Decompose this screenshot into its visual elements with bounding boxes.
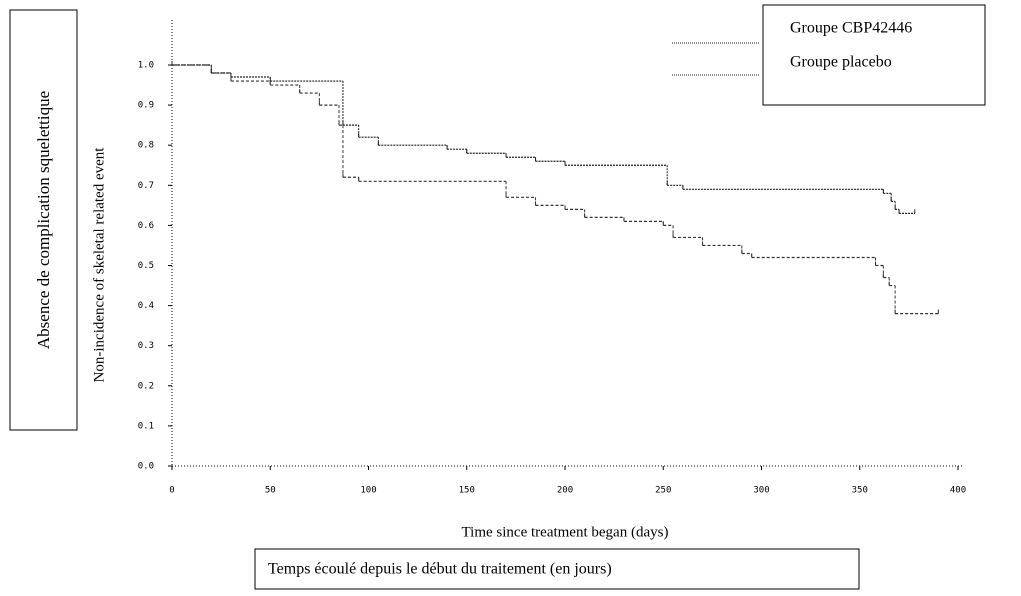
x-tick-label: 200 [557, 486, 573, 496]
y-tick-label: 0.5 [138, 261, 154, 271]
annotation: Absence de complication squelettique [34, 91, 53, 349]
x-tick-label: 0 [169, 486, 174, 496]
x-tick-label: 350 [852, 486, 868, 496]
y-tick-label: 0.8 [138, 141, 154, 151]
legend-box [762, 4, 986, 106]
x-tick-label: 150 [459, 486, 475, 496]
x-tick-label: 50 [265, 486, 276, 496]
y-tick-label: 0.9 [138, 101, 154, 111]
y-tick-label: 0.3 [138, 341, 154, 351]
y-tick-label: 0.6 [138, 221, 154, 231]
y-tick-label: 0.2 [138, 381, 154, 391]
y-tick-label: 0.1 [138, 421, 154, 431]
x-tick-label: 400 [950, 486, 966, 496]
y-axis-label: Non-incidence of skeletal related event [91, 147, 107, 383]
x-tick-label: 300 [753, 486, 769, 496]
y-tick-label: 0.7 [138, 181, 154, 191]
x-tick-label: 250 [655, 486, 671, 496]
legend-label: Groupe placebo [790, 54, 892, 71]
y-tick-label: 0.0 [138, 462, 154, 472]
x-axis-label: Time since treatment began (days) [462, 524, 669, 540]
legend-label: Groupe CBP42446 [790, 20, 912, 37]
x-tick-label: 100 [360, 486, 376, 496]
y-tick-label: 1.0 [138, 61, 154, 71]
y-tick-label: 0.4 [138, 301, 154, 311]
annotation-box [254, 548, 860, 590]
annotation-box [9, 9, 78, 431]
annotation: Temps écoulé depuis le début du traiteme… [268, 561, 612, 578]
